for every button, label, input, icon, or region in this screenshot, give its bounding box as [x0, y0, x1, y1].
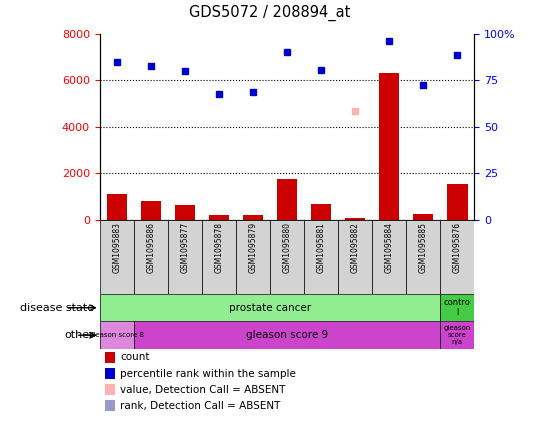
- Text: prostate cancer: prostate cancer: [229, 303, 311, 313]
- Text: GSM1095878: GSM1095878: [215, 222, 223, 273]
- Text: GSM1095881: GSM1095881: [316, 222, 326, 273]
- Text: GSM1095879: GSM1095879: [248, 222, 258, 273]
- Text: rank, Detection Call = ABSENT: rank, Detection Call = ABSENT: [120, 401, 281, 411]
- Text: count: count: [120, 352, 150, 363]
- Bar: [440, 220, 474, 294]
- Text: GSM1095880: GSM1095880: [282, 222, 292, 273]
- Bar: [209, 215, 229, 220]
- Text: contro
l: contro l: [444, 298, 471, 317]
- Text: GSM1095882: GSM1095882: [351, 222, 360, 273]
- Text: GSM1095886: GSM1095886: [146, 222, 155, 273]
- Bar: [440, 321, 474, 349]
- Text: value, Detection Call = ABSENT: value, Detection Call = ABSENT: [120, 385, 286, 395]
- Text: GSM1095877: GSM1095877: [181, 222, 189, 273]
- Bar: [440, 294, 474, 321]
- Text: percentile rank within the sample: percentile rank within the sample: [120, 368, 296, 379]
- Bar: [141, 201, 161, 220]
- Bar: [107, 195, 127, 220]
- Bar: [243, 215, 263, 220]
- Bar: [100, 321, 134, 349]
- Text: gleason score 8: gleason score 8: [89, 332, 144, 338]
- Text: disease state: disease state: [20, 303, 94, 313]
- Bar: [100, 220, 134, 294]
- Bar: [236, 220, 270, 294]
- Text: GSM1095876: GSM1095876: [453, 222, 462, 273]
- Text: GSM1095884: GSM1095884: [385, 222, 393, 273]
- Bar: [413, 214, 433, 220]
- Bar: [447, 184, 467, 220]
- Text: other: other: [65, 330, 94, 340]
- Bar: [270, 220, 304, 294]
- Bar: [168, 220, 202, 294]
- Text: GDS5072 / 208894_at: GDS5072 / 208894_at: [189, 5, 350, 21]
- Bar: [311, 203, 331, 220]
- Bar: [134, 220, 168, 294]
- Bar: [372, 220, 406, 294]
- Bar: [379, 74, 399, 220]
- Text: GSM1095883: GSM1095883: [112, 222, 121, 273]
- Bar: [304, 220, 338, 294]
- Text: gleason
score
n/a: gleason score n/a: [444, 325, 471, 345]
- Bar: [345, 218, 365, 220]
- Bar: [134, 321, 440, 349]
- Bar: [338, 220, 372, 294]
- Bar: [202, 220, 236, 294]
- Bar: [277, 179, 297, 220]
- Text: gleason score 9: gleason score 9: [246, 330, 328, 340]
- Text: GSM1095885: GSM1095885: [419, 222, 428, 273]
- Bar: [406, 220, 440, 294]
- Bar: [175, 205, 195, 220]
